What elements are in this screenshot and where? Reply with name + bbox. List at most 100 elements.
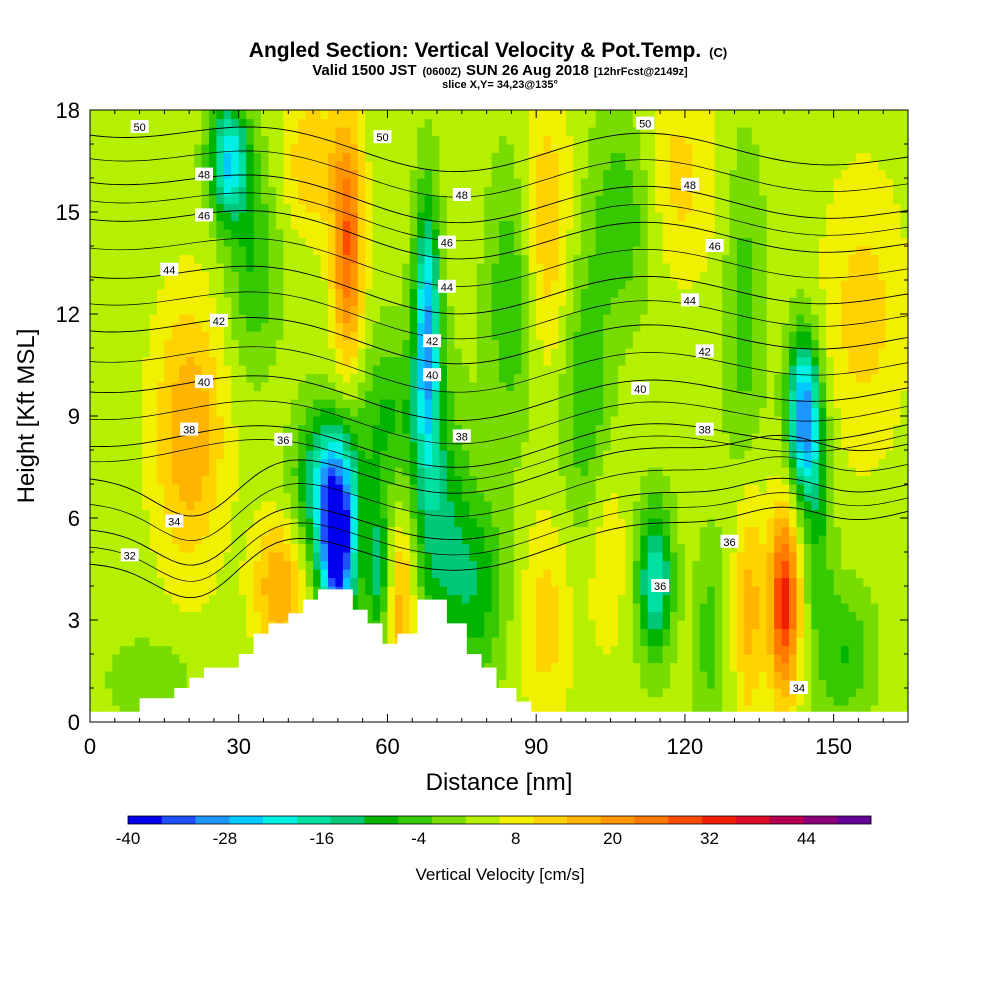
velocity-cell bbox=[454, 552, 463, 562]
velocity-cell bbox=[588, 348, 597, 358]
velocity-cell bbox=[603, 526, 612, 536]
velocity-cell bbox=[521, 467, 530, 477]
velocity-cell bbox=[357, 424, 366, 434]
velocity-cell bbox=[885, 382, 894, 392]
velocity-cell bbox=[327, 501, 336, 511]
velocity-cell bbox=[194, 671, 203, 681]
velocity-cell bbox=[551, 688, 560, 698]
velocity-cell bbox=[142, 424, 151, 434]
velocity-cell bbox=[893, 620, 902, 630]
velocity-cell bbox=[90, 458, 99, 468]
velocity-cell bbox=[677, 390, 686, 400]
velocity-cell bbox=[506, 518, 515, 528]
velocity-cell bbox=[774, 458, 783, 468]
velocity-cell bbox=[640, 696, 649, 706]
velocity-cell bbox=[855, 603, 864, 613]
velocity-cell bbox=[692, 526, 701, 536]
velocity-cell bbox=[298, 526, 307, 536]
velocity-cell bbox=[469, 509, 478, 519]
velocity-cell bbox=[744, 484, 753, 494]
velocity-cell bbox=[766, 543, 775, 553]
velocity-cell bbox=[246, 586, 255, 596]
velocity-cell bbox=[826, 705, 835, 715]
velocity-cell bbox=[491, 509, 500, 519]
velocity-cell bbox=[781, 390, 790, 400]
velocity-cell bbox=[387, 603, 396, 613]
velocity-cell bbox=[223, 458, 232, 468]
velocity-cell bbox=[275, 518, 284, 528]
velocity-cell bbox=[558, 390, 567, 400]
velocity-cell bbox=[751, 492, 760, 502]
velocity-cell bbox=[97, 390, 106, 400]
velocity-cell bbox=[640, 356, 649, 366]
velocity-cell bbox=[543, 543, 552, 553]
velocity-cell bbox=[818, 705, 827, 715]
velocity-cell bbox=[216, 518, 225, 528]
velocity-cell bbox=[603, 399, 612, 409]
velocity-cell bbox=[380, 543, 389, 553]
velocity-cell bbox=[833, 569, 842, 579]
velocity-cell bbox=[454, 441, 463, 451]
velocity-cell bbox=[551, 543, 560, 553]
velocity-cell bbox=[878, 552, 887, 562]
velocity-cell bbox=[528, 390, 537, 400]
velocity-cell bbox=[736, 586, 745, 596]
velocity-cell bbox=[119, 594, 128, 604]
velocity-cell bbox=[372, 577, 381, 587]
velocity-cell bbox=[223, 645, 232, 655]
velocity-cell bbox=[461, 560, 470, 570]
velocity-cell bbox=[603, 705, 612, 715]
velocity-cell bbox=[350, 458, 359, 468]
velocity-cell bbox=[402, 399, 411, 409]
velocity-cell bbox=[722, 654, 731, 664]
velocity-cell bbox=[885, 399, 894, 409]
velocity-cell bbox=[900, 560, 908, 570]
velocity-cell bbox=[506, 484, 515, 494]
velocity-cell bbox=[127, 560, 136, 570]
velocity-cell bbox=[387, 492, 396, 502]
velocity-cell bbox=[313, 543, 322, 553]
velocity-cell bbox=[201, 433, 210, 443]
velocity-cell bbox=[565, 526, 574, 536]
velocity-cell bbox=[305, 492, 314, 502]
velocity-cell bbox=[729, 467, 738, 477]
velocity-cell bbox=[595, 662, 604, 672]
velocity-cell bbox=[164, 373, 173, 383]
velocity-cell bbox=[655, 450, 664, 460]
velocity-cell bbox=[424, 348, 433, 358]
velocity-cell bbox=[707, 637, 716, 647]
velocity-cell bbox=[528, 407, 537, 417]
velocity-cell bbox=[833, 407, 842, 417]
velocity-cell bbox=[164, 416, 173, 426]
velocity-cell bbox=[670, 637, 679, 647]
velocity-cell bbox=[119, 688, 128, 698]
velocity-cell bbox=[439, 586, 448, 596]
velocity-cell bbox=[491, 356, 500, 366]
velocity-cell bbox=[253, 586, 262, 596]
velocity-cell bbox=[476, 399, 485, 409]
velocity-cell bbox=[803, 645, 812, 655]
velocity-cell bbox=[610, 501, 619, 511]
velocity-cell bbox=[201, 348, 210, 358]
velocity-cell bbox=[692, 679, 701, 689]
velocity-cell bbox=[231, 501, 240, 511]
velocity-cell bbox=[268, 535, 277, 545]
velocity-cell bbox=[863, 518, 872, 528]
velocity-cell bbox=[506, 645, 515, 655]
velocity-cell bbox=[662, 679, 671, 689]
velocity-cell bbox=[208, 484, 218, 494]
velocity-cell bbox=[149, 348, 158, 358]
velocity-cell bbox=[194, 552, 203, 562]
velocity-cell bbox=[588, 645, 597, 655]
velocity-cell bbox=[90, 594, 99, 604]
velocity-cell bbox=[417, 424, 426, 434]
velocity-cell bbox=[387, 543, 396, 553]
velocity-cell bbox=[811, 526, 820, 536]
velocity-cell bbox=[692, 339, 701, 349]
velocity-cell bbox=[714, 390, 723, 400]
velocity-cell bbox=[632, 450, 641, 460]
velocity-cell bbox=[647, 365, 656, 375]
velocity-cell bbox=[603, 339, 612, 349]
velocity-cell bbox=[610, 526, 619, 536]
velocity-cell bbox=[335, 441, 344, 451]
